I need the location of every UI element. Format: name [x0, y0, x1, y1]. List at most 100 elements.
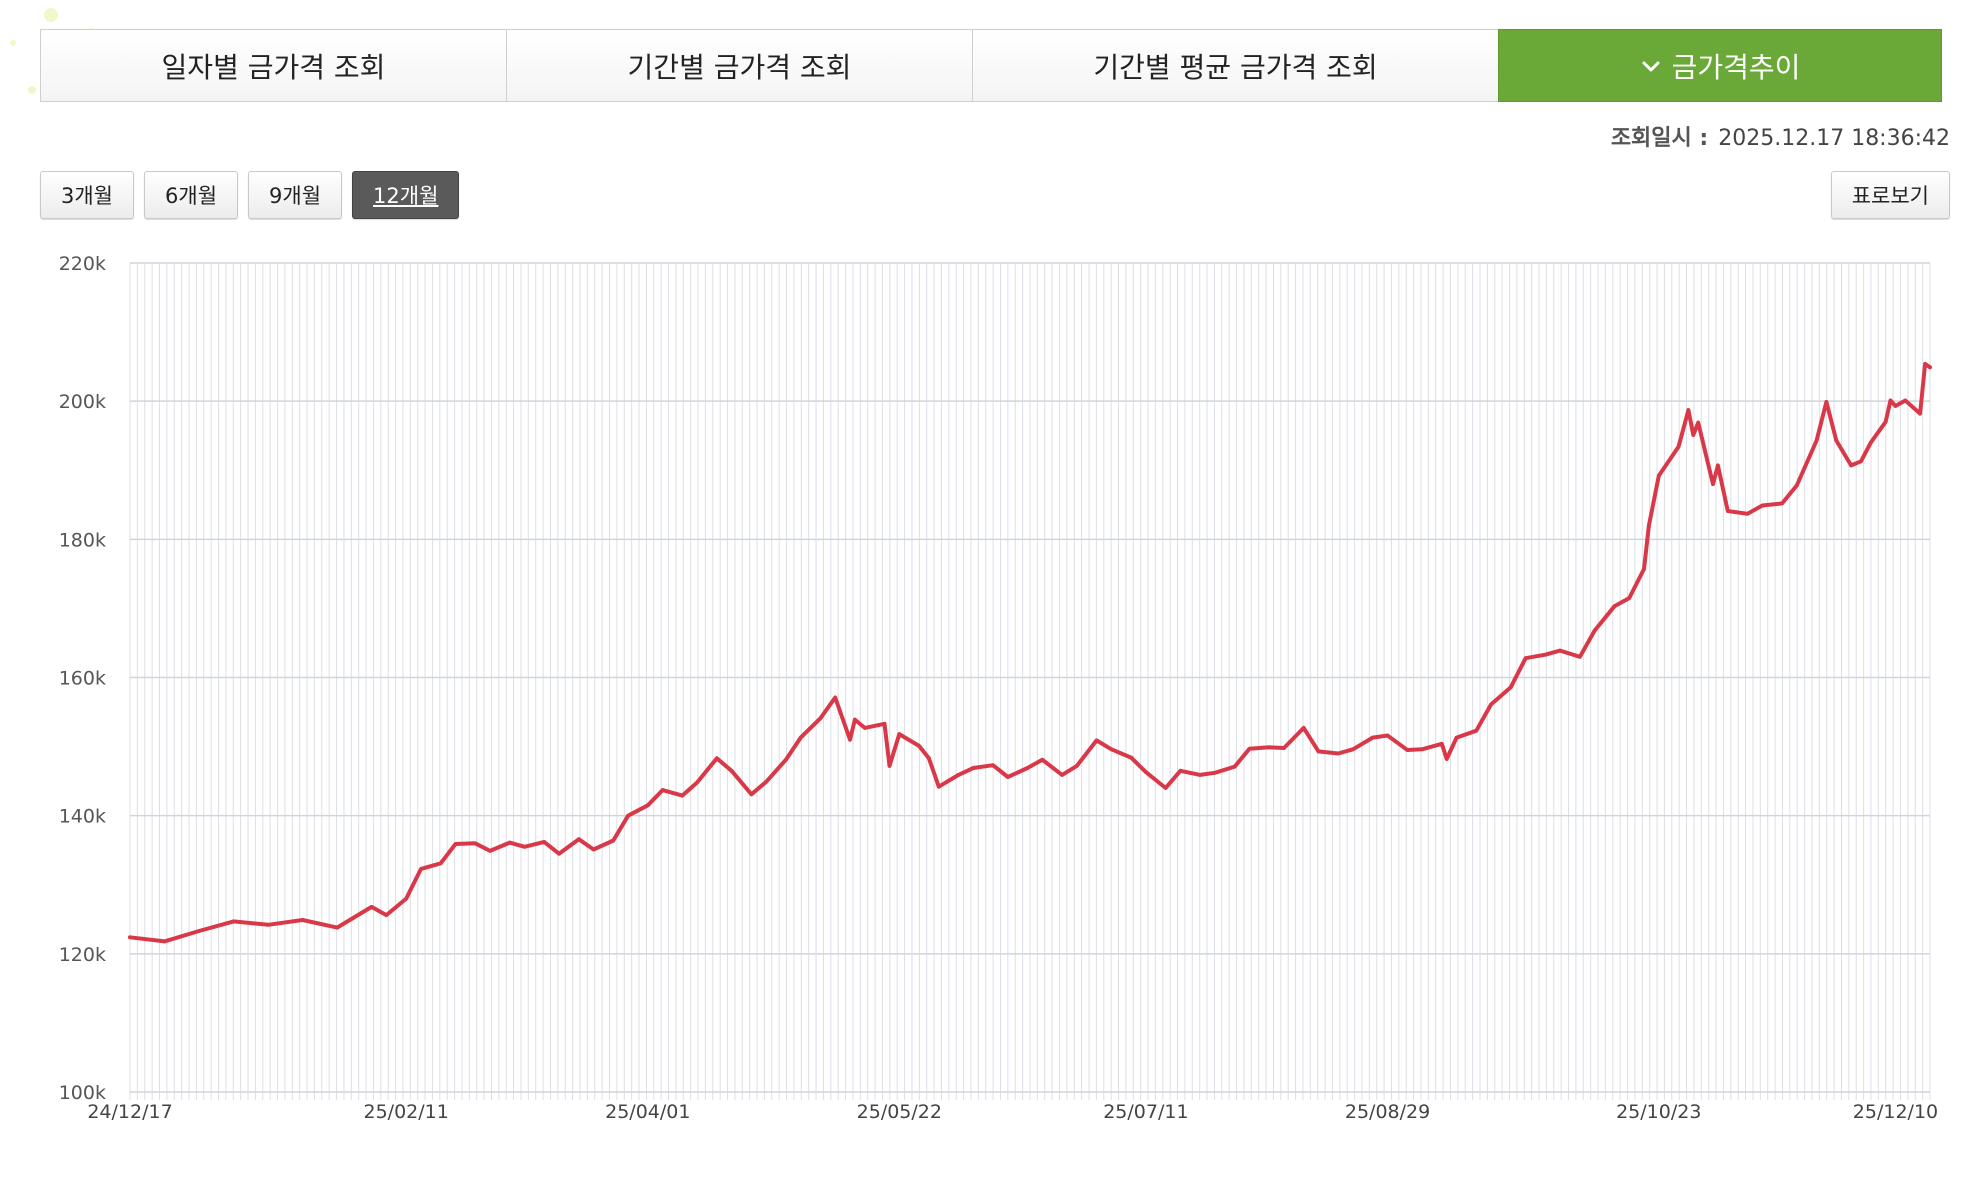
data-point: [335, 925, 339, 930]
data-point: [1647, 523, 1651, 528]
data-point: [956, 773, 961, 777]
data-point: [991, 763, 995, 767]
data-point: [833, 695, 837, 700]
data-point: [1040, 757, 1045, 762]
x-tick-label: 25/02/11: [363, 1101, 448, 1123]
x-tick-label: 25/10/23: [1616, 1101, 1701, 1123]
data-point: [162, 939, 167, 944]
data-point: [507, 840, 512, 845]
data-point: [1780, 501, 1784, 506]
data-point: [798, 735, 803, 740]
data-point: [729, 769, 734, 773]
data-point: [863, 726, 867, 730]
data-point: [1163, 786, 1168, 790]
data-point: [882, 722, 887, 726]
data-point: [1824, 400, 1829, 404]
y-tick-label: 120k: [59, 944, 106, 966]
data-point: [1025, 766, 1030, 770]
data-point: [1267, 745, 1271, 750]
data-point: [1893, 404, 1898, 408]
tab-period-price[interactable]: 기간별 금가격 조회: [506, 29, 972, 102]
data-point: [438, 861, 443, 866]
data-point: [1903, 398, 1908, 403]
y-tick-label: 140k: [59, 806, 106, 828]
data-point: [853, 717, 857, 722]
data-point: [1370, 735, 1375, 740]
data-point: [784, 757, 788, 762]
tab-period-average-price[interactable]: 기간별 평균 금가격 조회: [972, 29, 1498, 102]
data-point: [1075, 764, 1079, 768]
data-point: [1849, 463, 1853, 468]
data-point: [577, 837, 581, 841]
data-point: [1612, 604, 1617, 609]
data-point: [542, 840, 546, 844]
data-point: [749, 792, 754, 797]
series-layer: [128, 361, 1932, 944]
data-point: [488, 849, 492, 853]
data-point: [1006, 775, 1010, 779]
data-point: [1711, 482, 1715, 486]
data-point: [1489, 702, 1493, 707]
data-point: [1213, 771, 1217, 775]
data-point: [266, 923, 270, 927]
tab-label: 기간별 금가격 조회: [627, 50, 852, 84]
data-point: [611, 838, 616, 843]
data-point: [404, 896, 409, 901]
x-axis-labels: 24/12/17 25/02/11 25/04/01 25/05/22 25/07/11…: [87, 1101, 1938, 1123]
data-point: [1696, 420, 1700, 425]
data-point: [1691, 433, 1696, 437]
data-point: [971, 766, 976, 770]
data-point: [591, 847, 596, 852]
x-tick-label: 24/12/17: [87, 1101, 172, 1123]
data-point: [1928, 365, 1932, 370]
period-button-12m[interactable]: 12개월: [352, 171, 460, 219]
data-point: [1592, 628, 1597, 633]
data-point: [887, 764, 892, 768]
data-point: [1627, 596, 1631, 600]
data-point: [1405, 748, 1410, 752]
data-point: [680, 793, 685, 798]
data-point: [1795, 483, 1799, 488]
data-point: [660, 788, 665, 792]
y-axis-labels: 100k 120k 140k 160k 180k 200k 220k: [59, 253, 106, 1104]
period-button-6m[interactable]: 6개월: [144, 171, 239, 219]
data-point: [626, 813, 630, 818]
data-point: [1060, 773, 1064, 777]
data-point: [1760, 503, 1765, 508]
data-point: [715, 756, 719, 761]
data-point: [419, 867, 423, 871]
data-point: [1642, 567, 1646, 571]
data-point: [1657, 474, 1661, 478]
data-point: [897, 732, 902, 736]
data-point: [1232, 764, 1237, 769]
data-point: [1129, 755, 1133, 760]
data-point: [1869, 440, 1873, 445]
y-tick-label: 200k: [59, 391, 106, 413]
period-button-9m[interactable]: 9개월: [248, 171, 343, 219]
period-button-3m[interactable]: 3개월: [40, 171, 135, 219]
data-point: [522, 845, 527, 849]
table-view-button[interactable]: 표로보기: [1830, 171, 1950, 219]
data-point: [1094, 738, 1099, 743]
data-point: [1883, 420, 1888, 424]
tab-price-trend[interactable]: 금가격추이: [1498, 29, 1942, 102]
tab-label: 금가격추이: [1671, 50, 1801, 84]
data-point: [1109, 747, 1114, 752]
data-point: [1745, 512, 1750, 516]
data-point: [473, 841, 478, 846]
y-tick-label: 220k: [59, 253, 106, 275]
data-point: [1444, 757, 1449, 761]
y-tick-label: 180k: [59, 529, 106, 551]
data-point: [1301, 726, 1306, 730]
data-point: [1888, 398, 1893, 403]
tab-daily-price[interactable]: 일자별 금가격 조회: [40, 29, 506, 102]
series-line-gold-price: [128, 361, 1932, 944]
tab-label: 일자별 금가격 조회: [161, 50, 386, 84]
data-point: [1336, 751, 1340, 756]
data-point: [848, 737, 852, 742]
data-point: [818, 716, 823, 721]
data-point: [384, 913, 389, 917]
query-time-label: 조회일시 :: [1610, 126, 1709, 151]
data-point: [1247, 746, 1252, 751]
data-point: [1454, 735, 1459, 740]
